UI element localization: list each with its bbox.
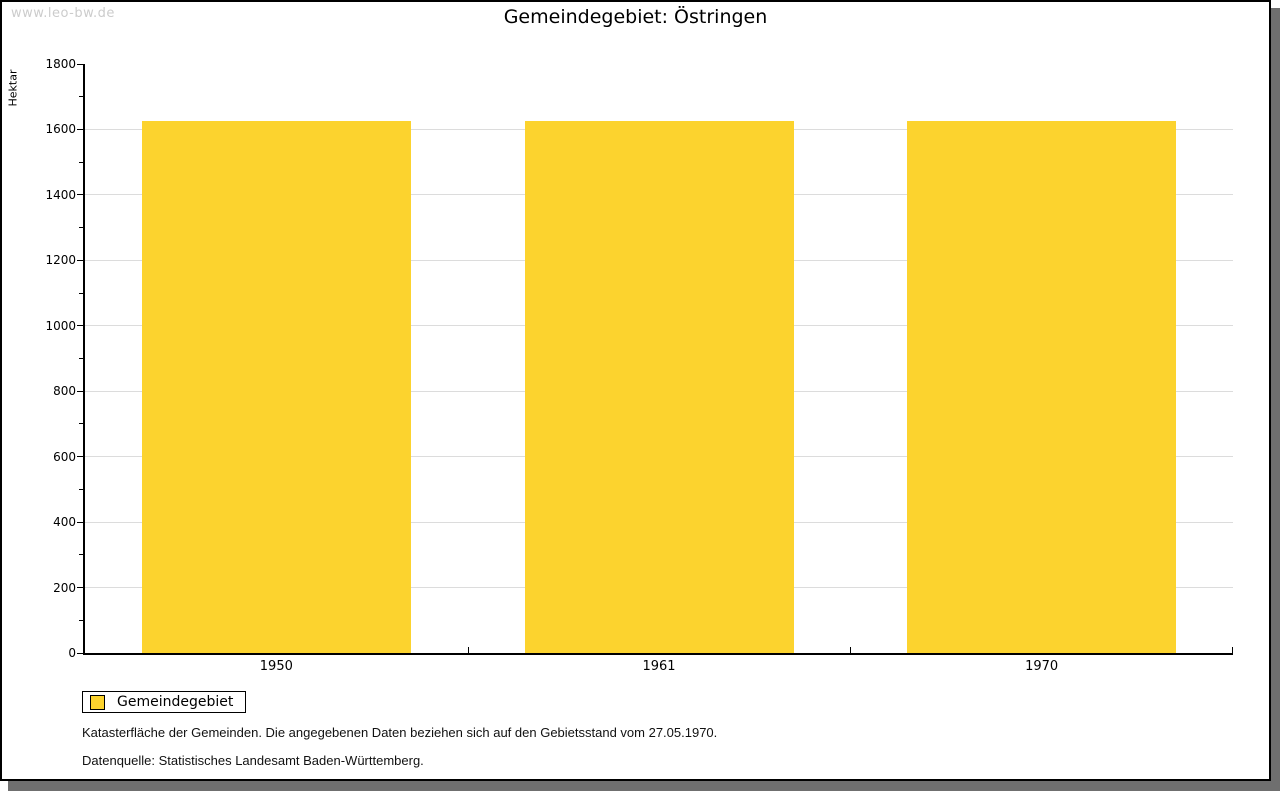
y-tick-minor bbox=[79, 619, 83, 621]
y-tick-label: 200 bbox=[53, 580, 76, 595]
frame-shadow-bottom bbox=[8, 781, 1271, 791]
y-tick-label: 400 bbox=[53, 515, 76, 530]
bar-1950 bbox=[141, 121, 411, 653]
bar-1961 bbox=[524, 121, 794, 653]
y-tick-minor bbox=[79, 227, 83, 229]
y-tick-minor bbox=[79, 292, 83, 294]
x-axis-line bbox=[83, 653, 1233, 655]
y-tick-label: 1600 bbox=[45, 122, 76, 137]
x-axis-tick bbox=[467, 647, 469, 653]
y-tick-major bbox=[77, 652, 83, 654]
y-tick-major bbox=[77, 63, 83, 65]
y-tick-label: 600 bbox=[53, 449, 76, 464]
x-category-label: 1950 bbox=[259, 659, 293, 674]
y-tick-major bbox=[77, 194, 83, 196]
y-tick-major bbox=[77, 456, 83, 458]
y-tick-minor bbox=[79, 161, 83, 163]
y-tick-label: 1200 bbox=[45, 253, 76, 268]
y-tick-label: 1800 bbox=[45, 57, 76, 71]
legend: Gemeindegebiet bbox=[82, 691, 247, 713]
y-tick-minor bbox=[79, 423, 83, 425]
footnote-description: Katasterfläche der Gemeinden. Die angege… bbox=[82, 725, 718, 740]
y-tick-major bbox=[77, 259, 83, 261]
watermark: www.leo-bw.de bbox=[11, 6, 115, 21]
frame-shadow-right bbox=[1271, 8, 1280, 791]
y-tick-minor bbox=[79, 554, 83, 556]
chart-plot-area: 0 200 400 600 800 1000 1200 1400 1600 1800 1950 196… bbox=[45, 58, 1233, 674]
bar-1970 bbox=[907, 121, 1177, 653]
y-tick-label: 1400 bbox=[45, 187, 76, 202]
chart-title: Gemeindegebiet: Östringen bbox=[503, 6, 768, 28]
y-tick-label: 0 bbox=[68, 646, 76, 660]
x-axis-tick bbox=[1232, 647, 1233, 653]
y-tick-minor bbox=[79, 96, 83, 98]
y-axis-title: Hektar bbox=[6, 69, 20, 107]
y-tick-label: 800 bbox=[53, 384, 76, 399]
legend-label: Gemeindegebiet bbox=[117, 694, 234, 710]
legend-swatch-icon bbox=[90, 694, 105, 710]
x-category-label: 1970 bbox=[1025, 659, 1059, 674]
y-tick-major bbox=[77, 325, 83, 327]
y-tick-minor bbox=[79, 358, 83, 359]
footnote-datasource: Datenquelle: Statistisches Landesamt Bad… bbox=[82, 753, 424, 768]
y-tick-major bbox=[77, 390, 83, 392]
y-tick-label: 1000 bbox=[45, 318, 76, 333]
x-axis-tick bbox=[850, 647, 852, 653]
x-category-label: 1961 bbox=[642, 659, 676, 674]
y-tick-major bbox=[77, 587, 83, 589]
y-axis-line bbox=[83, 64, 85, 653]
y-tick-major bbox=[77, 521, 83, 523]
y-tick-minor bbox=[79, 488, 83, 490]
y-tick-major bbox=[77, 128, 83, 130]
